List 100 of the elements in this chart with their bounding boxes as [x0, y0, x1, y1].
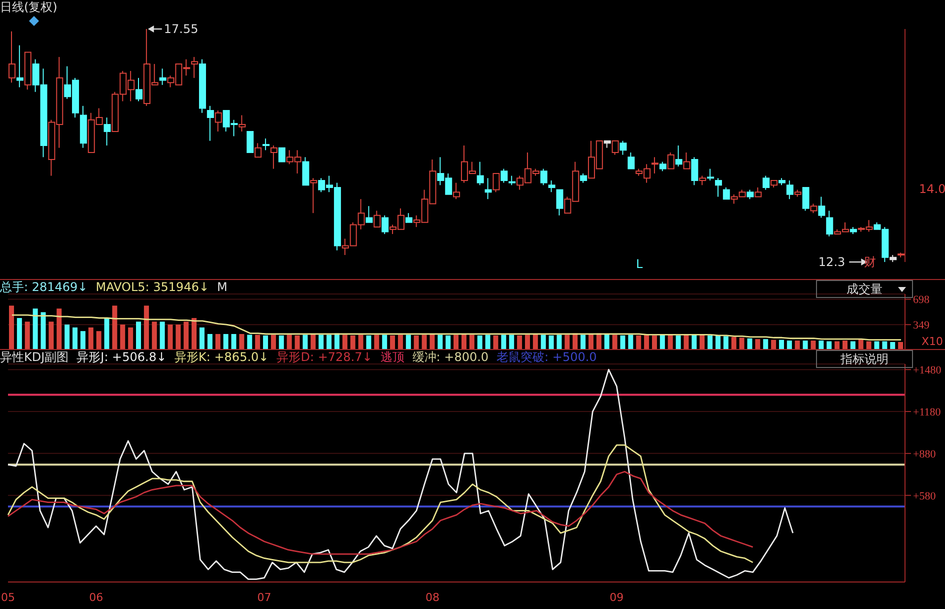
bar [556, 334, 562, 350]
line-series [11, 314, 902, 341]
bar [48, 322, 54, 350]
bar [438, 334, 443, 350]
bar [755, 339, 760, 350]
bar [144, 306, 149, 350]
bar [501, 334, 506, 350]
bar [564, 334, 570, 350]
bar [366, 335, 372, 350]
annotation: 财 [863, 254, 877, 270]
x-tick-label: 08 [425, 591, 440, 604]
bar [247, 334, 252, 350]
bar [40, 312, 46, 350]
bar [9, 306, 14, 350]
bar [80, 331, 86, 350]
bar [652, 335, 657, 350]
x-tick-label: 05 [1, 591, 15, 604]
annotation: L [635, 256, 644, 272]
bar [168, 324, 173, 350]
bar [32, 308, 38, 350]
bar [231, 334, 236, 350]
candlestick [310, 178, 318, 214]
bar [532, 334, 538, 350]
annotation: 12.3 [818, 255, 846, 269]
bar [588, 334, 594, 350]
candlestick [16, 45, 24, 88]
bar [326, 334, 332, 350]
bar [747, 338, 752, 350]
bar [176, 324, 181, 350]
bar [263, 335, 268, 350]
x-tick-label: 06 [89, 591, 104, 604]
bar [200, 327, 205, 350]
bar [390, 335, 396, 350]
bar [207, 334, 212, 350]
chart-title: 日线(复权) [0, 0, 58, 14]
dropdown-field: 成交量 [816, 280, 913, 298]
bar [215, 334, 220, 350]
bar [160, 322, 165, 350]
bar [136, 322, 142, 350]
bar [358, 334, 364, 350]
ref-line-label: 逃顶 [380, 350, 404, 364]
bar [88, 327, 94, 350]
bar [239, 334, 244, 350]
y-axis-title: X10 [921, 335, 943, 348]
line-series [7, 470, 754, 555]
bar [152, 322, 157, 350]
x-tick-label: 07 [257, 591, 272, 604]
bar [580, 334, 586, 350]
ref-line-label: 老鼠突破: +500.0 [496, 350, 597, 364]
line-series [7, 368, 794, 580]
bar [318, 334, 324, 350]
bar [16, 318, 22, 350]
bar [548, 335, 554, 350]
bar [485, 334, 490, 350]
bar [422, 334, 427, 350]
bar [493, 335, 498, 350]
bar [112, 306, 118, 350]
bar [302, 334, 308, 350]
annotation: 17.55 [164, 22, 198, 36]
series-label: MAVOL5: 351946↓ [96, 280, 210, 294]
bar [350, 335, 356, 350]
bar [192, 318, 197, 350]
bar [708, 335, 713, 350]
bar [223, 334, 228, 350]
bar [184, 322, 189, 350]
bar [255, 334, 260, 350]
bar [469, 334, 474, 350]
bar [430, 334, 435, 350]
y-tick-label: +1480 [913, 364, 942, 376]
bar [286, 334, 292, 350]
bar [374, 334, 380, 350]
button: 指标说明 [816, 350, 913, 368]
x-tick-label: 09 [610, 591, 624, 604]
bar [414, 335, 419, 350]
bar [24, 322, 30, 350]
bar [739, 338, 744, 350]
bar [636, 335, 642, 350]
chart-title: 异性KDJ副图 [0, 350, 69, 364]
text: 异形J: +506.8↓ [76, 350, 167, 364]
bar [477, 335, 482, 350]
y-tick-label: +880 [913, 448, 936, 460]
y-tick-label: +1180 [913, 406, 942, 418]
bar [723, 336, 728, 350]
bar [620, 335, 626, 350]
bar [406, 334, 411, 350]
bar [104, 318, 110, 350]
bar [128, 327, 134, 350]
bar [731, 336, 736, 350]
annotation: M [217, 280, 228, 294]
bar [540, 334, 546, 350]
ref-line-label: 缓冲: +800.0 [412, 350, 489, 364]
bar [524, 334, 530, 350]
bar [64, 324, 70, 350]
bar [454, 334, 459, 350]
line-series [7, 444, 754, 564]
bar [517, 335, 522, 350]
text: 异形D: +728.7↓ [276, 350, 372, 364]
text: 异形K: +865.0↓ [174, 350, 269, 364]
bar [342, 334, 348, 350]
bar [612, 334, 618, 350]
